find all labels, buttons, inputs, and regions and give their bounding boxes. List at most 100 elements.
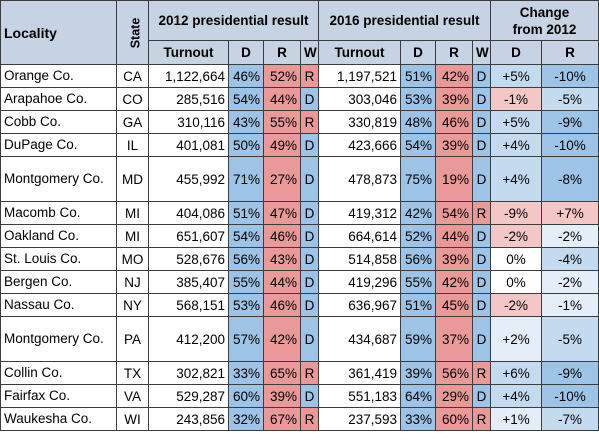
winner-2016-cell: D: [472, 247, 492, 271]
dem-change-cell: -2%: [490, 293, 543, 317]
rep-2016-cell: 45%: [435, 293, 474, 317]
state-cell: MI: [116, 224, 149, 248]
rep-change-cell: +7%: [541, 201, 599, 225]
winner-2016-cell: D: [472, 384, 492, 408]
table-row: Nassau Co. NY 568,151 53% 46% D 636,967 51% 45% D…: [0, 293, 599, 317]
locality-cell: Cobb Co.: [0, 110, 117, 134]
dem-2016-cell: 59%: [400, 316, 437, 362]
rep-2012-cell: 46%: [263, 293, 301, 317]
turnout-2016-cell: 419,296: [318, 270, 402, 294]
turnout-2016-cell: 237,593: [318, 407, 402, 431]
turnout-2012-header: Turnout: [148, 40, 229, 65]
winner-2012-header: W: [299, 40, 320, 65]
dem-2016-cell: 52%: [400, 224, 437, 248]
dem-change-cell: +1%: [490, 407, 543, 431]
locality-header: Locality: [0, 0, 117, 65]
state-cell: VA: [116, 384, 149, 408]
winner-2012-cell: D: [299, 384, 320, 408]
locality-cell: Oakland Co.: [0, 224, 117, 248]
rep-2016-cell: 56%: [435, 361, 474, 385]
table-row: Macomb Co. MI 404,086 51% 47% D 419,312 42% 54% R…: [0, 201, 599, 225]
rep-2016-header: R: [435, 40, 474, 65]
winner-2016-cell: D: [472, 110, 492, 134]
winner-2016-cell: D: [472, 156, 492, 202]
state-cell: GA: [116, 110, 149, 134]
dem-2012-cell: 56%: [228, 247, 264, 271]
dem-2012-cell: 50%: [228, 133, 264, 157]
turnout-2016-cell: 514,858: [318, 247, 402, 271]
dem-2012-header: D: [228, 40, 264, 65]
dem-2012-cell: 71%: [228, 156, 264, 202]
state-cell: MD: [116, 156, 149, 202]
rep-2016-cell: 39%: [435, 247, 474, 271]
turnout-2016-cell: 434,687: [318, 316, 402, 362]
turnout-2016-cell: 303,046: [318, 87, 402, 111]
dem-2012-cell: 53%: [228, 293, 264, 317]
winner-2012-cell: D: [299, 156, 320, 202]
turnout-2016-cell: 636,967: [318, 293, 402, 317]
turnout-2016-cell: 551,183: [318, 384, 402, 408]
turnout-2016-cell: 419,312: [318, 201, 402, 225]
turnout-2012-cell: 302,821: [148, 361, 229, 385]
rep-2016-cell: 39%: [435, 133, 474, 157]
winner-2012-cell: D: [299, 87, 320, 111]
winner-2016-cell: D: [472, 133, 492, 157]
turnout-2012-cell: 455,992: [148, 156, 229, 202]
rep-2012-cell: 49%: [263, 133, 301, 157]
winner-2012-cell: D: [299, 224, 320, 248]
rep-2016-cell: 54%: [435, 201, 474, 225]
turnout-2016-cell: 478,873: [318, 156, 402, 202]
rep-change-cell: -4%: [541, 247, 599, 271]
locality-cell: Waukesha Co.: [0, 407, 117, 431]
turnout-2012-cell: 401,081: [148, 133, 229, 157]
winner-2012-cell: R: [299, 110, 320, 134]
rep-2016-cell: 29%: [435, 384, 474, 408]
rep-2012-cell: 65%: [263, 361, 301, 385]
winner-2016-cell: R: [472, 407, 492, 431]
locality-cell: Macomb Co.: [0, 201, 117, 225]
dem-2012-cell: 43%: [228, 110, 264, 134]
turnout-2012-cell: 1,122,664: [148, 64, 229, 88]
dem-2012-cell: 54%: [228, 224, 264, 248]
state-cell: CO: [116, 87, 149, 111]
dem-2012-cell: 51%: [228, 201, 264, 225]
dem-change-cell: +4%: [490, 133, 543, 157]
dem-change-cell: -1%: [490, 87, 543, 111]
dem-2012-cell: 54%: [228, 87, 264, 111]
state-cell: WI: [116, 407, 149, 431]
winner-2012-cell: D: [299, 270, 320, 294]
rep-2012-cell: 47%: [263, 201, 301, 225]
state-cell: PA: [116, 316, 149, 362]
dem-2016-cell: 56%: [400, 247, 437, 271]
rep-2016-cell: 37%: [435, 316, 474, 362]
dem-change-cell: +5%: [490, 110, 543, 134]
winner-2016-cell: D: [472, 316, 492, 362]
dem-2016-cell: 54%: [400, 133, 437, 157]
dem-2016-cell: 48%: [400, 110, 437, 134]
locality-cell: St. Louis Co.: [0, 247, 117, 271]
turnout-2012-cell: 529,287: [148, 384, 229, 408]
table-row: Waukesha Co. WI 243,856 32% 67% R 237,593 33% 60…: [0, 407, 599, 431]
rep-change-cell: -8%: [541, 156, 599, 202]
dem-2016-cell: 42%: [400, 201, 437, 225]
winner-2012-cell: R: [299, 407, 320, 431]
dem-2012-cell: 60%: [228, 384, 264, 408]
rep-2012-cell: 44%: [263, 87, 301, 111]
change-header-line2: from 2012: [512, 21, 577, 37]
dem-2016-cell: 51%: [400, 64, 437, 88]
dem-change-cell: 0%: [490, 247, 543, 271]
state-cell: CA: [116, 64, 149, 88]
rep-change-cell: -7%: [541, 407, 599, 431]
turnout-2012-cell: 651,607: [148, 224, 229, 248]
dem-2016-cell: 39%: [400, 361, 437, 385]
rep-2016-cell: 60%: [435, 407, 474, 431]
table-row: DuPage Co. IL 401,081 50% 49% D 423,666 54% 39% D…: [0, 133, 599, 157]
state-cell: MI: [116, 201, 149, 225]
locality-cell: Orange Co.: [0, 64, 117, 88]
winner-2016-cell: R: [472, 201, 492, 225]
locality-cell: DuPage Co.: [0, 133, 117, 157]
state-cell: IL: [116, 133, 149, 157]
rep-2012-header: R: [263, 40, 301, 65]
rep-change-cell: -2%: [541, 270, 599, 294]
winner-2012-cell: D: [299, 201, 320, 225]
